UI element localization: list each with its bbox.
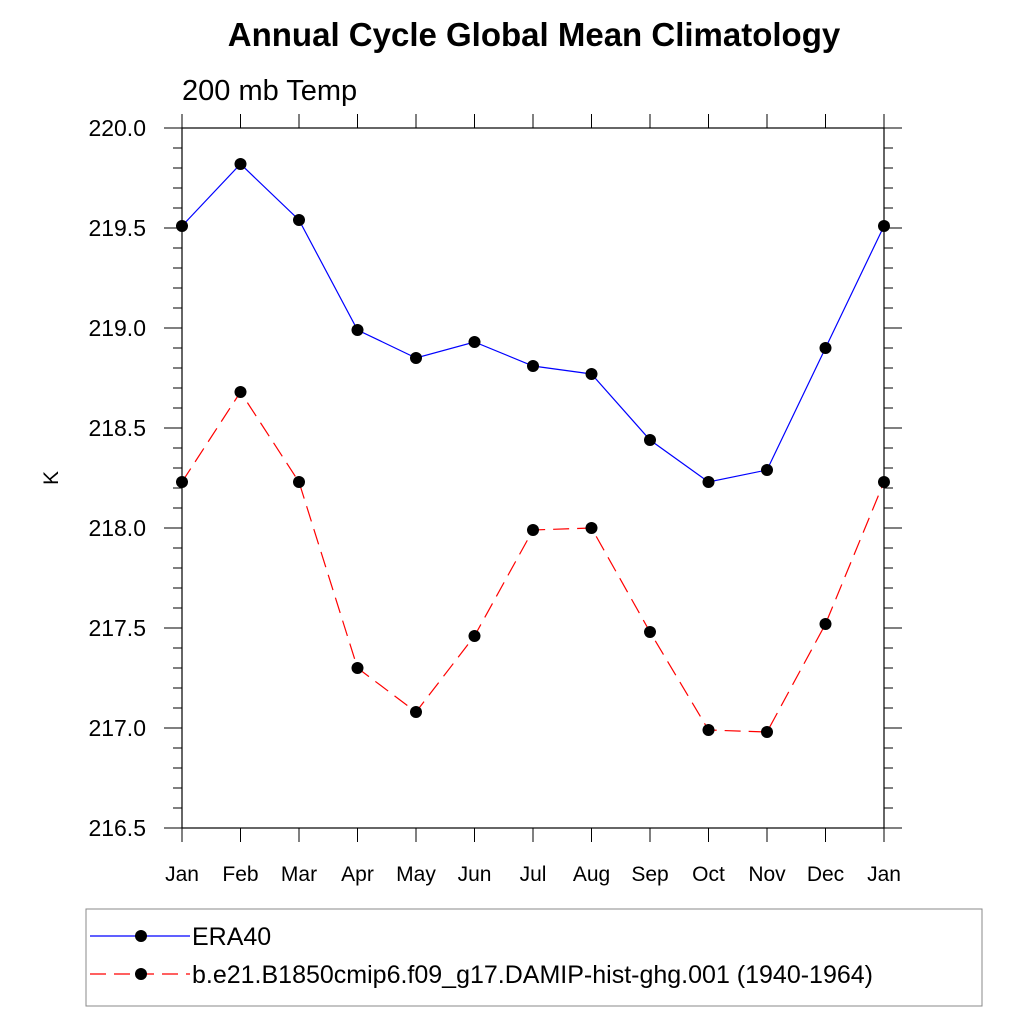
y-tick-label: 220.0	[88, 115, 146, 141]
series-2-point	[176, 476, 188, 488]
legend-marker-2	[135, 968, 147, 980]
legend-box	[85, 908, 983, 1007]
series-1-point	[819, 342, 832, 354]
series-1-point	[293, 214, 305, 226]
series-2-point	[585, 522, 598, 534]
x-tick-label: Oct	[692, 863, 725, 886]
x-tick-label: Jun	[458, 863, 492, 886]
series-2-point	[410, 706, 422, 718]
plot-frame	[181, 127, 885, 829]
series-2-point	[878, 476, 890, 488]
series-2-point	[351, 662, 364, 674]
series-1-point	[527, 360, 539, 372]
x-tick-label: Jul	[520, 863, 547, 886]
x-tick-label: Sep	[631, 863, 668, 886]
x-tick-label: Jan	[165, 863, 199, 886]
series-1-point	[234, 158, 247, 170]
series-1-point	[351, 324, 364, 336]
series-2-point	[819, 618, 832, 630]
series-2-point	[644, 626, 656, 638]
y-tick-label: 218.5	[88, 415, 146, 441]
series-1-point	[585, 368, 598, 380]
legend-marker-1	[135, 930, 147, 942]
x-tick-label: Mar	[281, 863, 317, 886]
series-1-point	[644, 434, 656, 446]
series-1-point	[410, 352, 422, 364]
y-tick-label: 217.5	[88, 615, 146, 641]
series-2-point	[293, 476, 305, 488]
x-tick-label: Nov	[748, 863, 786, 886]
x-tick-label: Jan	[867, 863, 901, 886]
series-line-1	[181, 163, 885, 483]
series-1-point	[761, 464, 773, 476]
series-1-point	[702, 476, 715, 488]
y-tick-label: 219.5	[88, 215, 146, 241]
series-2-point	[761, 726, 773, 738]
y-tick-label: 218.0	[88, 515, 146, 541]
legend-label-1: ERA40	[192, 923, 271, 951]
y-axis-label: K	[40, 471, 63, 485]
y-tick-label: 217.0	[88, 715, 146, 741]
series-2-point	[527, 524, 539, 536]
x-tick-label: Dec	[807, 863, 844, 886]
series-1-point	[468, 336, 481, 348]
series-2-point	[234, 386, 247, 398]
legend: ERA40 b.e21.B1850cmip6.f09_g17.DAMIP-hist…	[85, 908, 983, 1007]
series-2-point	[702, 724, 715, 736]
y-tick-label: 216.5	[88, 815, 146, 841]
chart-subtitle: 200 mb Temp	[182, 75, 357, 107]
x-tick-label: Feb	[222, 863, 258, 886]
series-2-point	[468, 630, 481, 642]
y-tick-label: 219.0	[88, 315, 146, 341]
series-1-point	[176, 220, 188, 232]
chart-title: Annual Cycle Global Mean Climatology	[228, 16, 841, 53]
series-1-point	[878, 220, 890, 232]
plot-area: 216.5 217.0 217.5 218.0 218.5 219.0 219.5 220.0…	[88, 114, 902, 886]
series-line-2	[181, 390, 885, 733]
legend-label-2: b.e21.B1850cmip6.f09_g17.DAMIP-hist-ghg.…	[192, 961, 873, 989]
x-tick-label: Apr	[341, 863, 374, 886]
x-tick-label: May	[396, 863, 436, 886]
x-tick-label: Aug	[573, 863, 610, 886]
